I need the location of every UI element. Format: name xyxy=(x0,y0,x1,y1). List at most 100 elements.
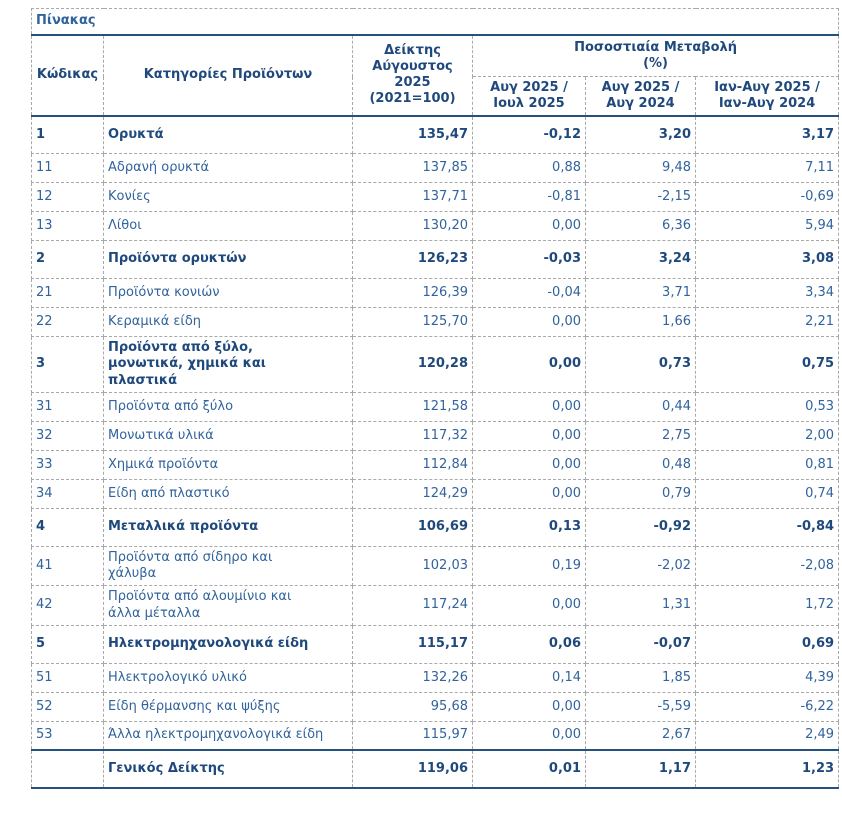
table-row: 42 Προϊόντα από αλουμίνιο και άλλα μέταλ… xyxy=(31,585,840,626)
cell-category: Γενικός Δείκτης xyxy=(103,749,353,790)
cell-code: 42 xyxy=(31,585,104,626)
cell-code: 13 xyxy=(31,211,104,241)
cell-code: 12 xyxy=(31,182,104,212)
cell-change-yoy: 0,48 xyxy=(585,449,696,480)
cell-category: Προϊόντα από ξύλο, μονωτικά, χημικά και … xyxy=(103,336,353,393)
table-row: 11 Αδρανή ορυκτά 137,85 0,88 9,48 7,11 xyxy=(31,153,840,183)
table-row: 2 Προϊόντα ορυκτών 126,23 -0,03 3,24 3,0… xyxy=(31,240,840,279)
cell-code: 31 xyxy=(31,391,104,422)
cell-change-ytd: 2,21 xyxy=(694,307,840,337)
cell-change-ytd: -0,84 xyxy=(694,507,840,547)
cell-change-ytd: 3,17 xyxy=(694,115,840,154)
cell-change-mom: 0,00 xyxy=(472,420,586,451)
header-pct-change-group: Ποσοστιαία Μεταβολή (%) xyxy=(471,34,840,77)
cell-change-yoy: 6,36 xyxy=(585,211,696,241)
table-row: 52 Είδη θέρμανσης και ψύξης 95,68 0,00 -… xyxy=(31,691,840,722)
cell-change-yoy: 1,66 xyxy=(585,307,696,337)
cell-change-mom: 0,19 xyxy=(472,545,586,587)
cell-change-ytd: 0,81 xyxy=(694,449,840,480)
cell-change-ytd: 1,72 xyxy=(694,585,840,626)
table-row: 3 Προϊόντα από ξύλο, μονωτικά, χημικά κα… xyxy=(31,336,840,393)
cell-code: 2 xyxy=(31,240,104,279)
cell-change-ytd: 1,23 xyxy=(694,749,840,790)
header-row-main: Κώδικας Κατηγορίες Προϊόντων Δείκτης Αύγ… xyxy=(31,34,840,117)
cell-code: 52 xyxy=(31,691,104,722)
cell-index: 132,26 xyxy=(352,662,473,693)
table-row: Γενικός Δείκτης 119,06 0,01 1,17 1,23 xyxy=(31,749,840,790)
cell-category: Ηλεκτρομηχανολογικά είδη xyxy=(103,624,353,664)
cell-change-yoy: 2,75 xyxy=(585,420,696,451)
cell-category: Αδρανή ορυκτά xyxy=(103,153,353,183)
cell-change-yoy: 3,71 xyxy=(585,278,696,308)
cell-code: 11 xyxy=(31,153,104,183)
cell-change-mom: -0,81 xyxy=(472,182,586,212)
cell-index: 137,85 xyxy=(352,153,473,183)
cell-change-ytd: -2,08 xyxy=(694,545,840,587)
table-row: 53 Άλλα ηλεκτρομηχανολογικά είδη 115,97 … xyxy=(31,720,840,751)
cell-change-mom: -0,03 xyxy=(472,240,586,279)
cell-code: 32 xyxy=(31,420,104,451)
cell-code: 21 xyxy=(31,278,104,308)
table-row: 1 Ορυκτά 135,47 -0,12 3,20 3,17 xyxy=(31,115,840,154)
cell-change-ytd: 0,53 xyxy=(694,391,840,422)
cell-category: Είδη θέρμανσης και ψύξης xyxy=(103,691,353,722)
cell-change-mom: 0,14 xyxy=(472,662,586,693)
table-title-row: Πίνακας xyxy=(30,8,840,36)
header-period-mom: Αυγ 2025 / Ιουλ 2025 xyxy=(472,76,586,117)
cell-change-mom: 0,00 xyxy=(472,336,586,393)
cell-code: 1 xyxy=(31,115,104,154)
header-index: Δείκτης Αύγουστος 2025 (2021=100) xyxy=(352,34,473,117)
cell-change-yoy: -0,92 xyxy=(585,507,696,547)
cell-category: Ορυκτά xyxy=(103,115,353,154)
table-row: 32 Μονωτικά υλικά 117,32 0,00 2,75 2,00 xyxy=(31,420,840,451)
table-row: 22 Κεραμικά είδη 125,70 0,00 1,66 2,21 xyxy=(31,307,840,337)
cell-category: Προϊόντα από σίδηρο και χάλυβα xyxy=(103,545,353,587)
cell-change-ytd: 3,34 xyxy=(694,278,840,308)
cell-category: Μονωτικά υλικά xyxy=(103,420,353,451)
cell-change-mom: 0,00 xyxy=(472,307,586,337)
table-row: 33 Χημικά προϊόντα 112,84 0,00 0,48 0,81 xyxy=(31,449,840,480)
cell-category: Προϊόντα ορυκτών xyxy=(103,240,353,279)
table-row: 41 Προϊόντα από σίδηρο και χάλυβα 102,03… xyxy=(31,545,840,587)
cell-code: 41 xyxy=(31,545,104,587)
table-row: 13 Λίθοι 130,20 0,00 6,36 5,94 xyxy=(31,211,840,241)
cell-change-mom: 0,06 xyxy=(472,624,586,664)
cell-index: 137,71 xyxy=(352,182,473,212)
cell-change-mom: 0,01 xyxy=(472,749,586,790)
cell-category: Μεταλλικά προϊόντα xyxy=(103,507,353,547)
cell-index: 115,17 xyxy=(352,624,473,664)
table-row: 5 Ηλεκτρομηχανολογικά είδη 115,17 0,06 -… xyxy=(31,624,840,664)
cell-code: 51 xyxy=(31,662,104,693)
cell-category: Προϊόντα κονιών xyxy=(103,278,353,308)
cell-code: 3 xyxy=(31,336,104,393)
cell-change-mom: 0,00 xyxy=(472,691,586,722)
cell-change-mom: 0,00 xyxy=(472,211,586,241)
cell-category: Ηλεκτρολογικό υλικό xyxy=(103,662,353,693)
table-row: 31 Προϊόντα από ξύλο 121,58 0,00 0,44 0,… xyxy=(31,391,840,422)
cell-change-yoy: 0,44 xyxy=(585,391,696,422)
table-row: 21 Προϊόντα κονιών 126,39 -0,04 3,71 3,3… xyxy=(31,278,840,308)
cell-change-mom: 0,00 xyxy=(472,478,586,509)
cell-category: Είδη από πλαστικό xyxy=(103,478,353,509)
cell-change-mom: 0,88 xyxy=(472,153,586,183)
cell-index: 112,84 xyxy=(352,449,473,480)
cell-change-ytd: 3,08 xyxy=(694,240,840,279)
cell-index: 120,28 xyxy=(352,336,473,393)
cell-code: 5 xyxy=(31,624,104,664)
table-row: 51 Ηλεκτρολογικό υλικό 132,26 0,14 1,85 … xyxy=(31,662,840,693)
cell-change-mom: 0,00 xyxy=(472,720,586,751)
table-body: 1 Ορυκτά 135,47 -0,12 3,20 3,17 11 Αδραν… xyxy=(31,115,840,790)
cell-change-yoy: 3,20 xyxy=(585,115,696,154)
cell-index: 117,24 xyxy=(352,585,473,626)
cell-index: 119,06 xyxy=(352,749,473,790)
cell-change-ytd: 0,75 xyxy=(694,336,840,393)
cell-category: Κεραμικά είδη xyxy=(103,307,353,337)
cell-change-ytd: 0,69 xyxy=(694,624,840,664)
cell-index: 126,23 xyxy=(352,240,473,279)
cell-code: 22 xyxy=(31,307,104,337)
cell-index: 125,70 xyxy=(352,307,473,337)
cell-change-ytd: 4,39 xyxy=(694,662,840,693)
cell-category: Προϊόντα από ξύλο xyxy=(103,391,353,422)
cell-category: Προϊόντα από αλουμίνιο και άλλα μέταλλα xyxy=(103,585,353,626)
